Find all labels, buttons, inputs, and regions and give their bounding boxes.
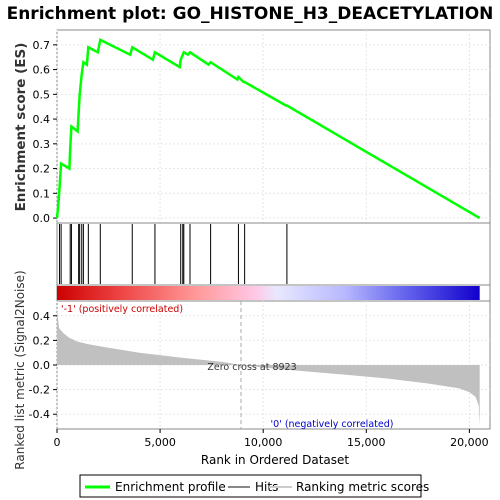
metric-x-ticks: 0 5,000 10,000 15,000 20,000 bbox=[54, 429, 489, 449]
metric-y-tick-label: 0.4 bbox=[33, 310, 51, 323]
hits-panel bbox=[57, 223, 490, 285]
x-axis-label: Rank in Ordered Dataset bbox=[201, 453, 349, 467]
metric-y-tick-label: -0.4 bbox=[29, 408, 50, 421]
x-tick-label: 20,000 bbox=[450, 436, 489, 449]
negative-correlation-label: '0' (negatively correlated) bbox=[271, 419, 394, 430]
legend: Enrichment profile Hits Ranking metric s… bbox=[80, 475, 429, 497]
enrichment-y-tick-label: 0.4 bbox=[33, 113, 51, 126]
positive-correlation-label: '-1' (positively correlated) bbox=[61, 304, 183, 315]
enrichment-y-tick-label: 0.7 bbox=[33, 39, 51, 52]
zero-cross-label: Zero cross at 8923 bbox=[207, 362, 296, 373]
x-tick-label: 15,000 bbox=[347, 436, 386, 449]
enrichment-y-tick-label: 0.2 bbox=[33, 163, 51, 176]
metric-y-tick-label: -0.2 bbox=[29, 384, 50, 397]
metric-y-tick-label: 0.2 bbox=[33, 334, 51, 347]
enrichment-y-tick-label: 0.5 bbox=[33, 88, 51, 101]
enrichment-y-tick-label: 0.1 bbox=[33, 187, 51, 200]
enrichment-y-axis-label: Enrichment score (ES) bbox=[13, 43, 29, 212]
enrichment-y-tick-label: 0.6 bbox=[33, 64, 51, 77]
metric-y-tick-label: 0.0 bbox=[33, 359, 51, 372]
enrichment-y-tick-label: 0.0 bbox=[33, 212, 51, 225]
enrichment-y-ticks: 0.0 0.1 0.2 0.3 0.4 0.5 0.6 0.7 bbox=[33, 39, 58, 225]
x-tick-label: 5,000 bbox=[144, 436, 176, 449]
enrichment-plot-area bbox=[57, 30, 490, 223]
legend-enrichment-label: Enrichment profile bbox=[115, 480, 226, 494]
x-tick-label: 10,000 bbox=[244, 436, 283, 449]
x-tick-label: 0 bbox=[54, 436, 61, 449]
chart-title: Enrichment plot: GO_HISTONE_H3_DEACETYLA… bbox=[7, 4, 494, 24]
rank-color-bar bbox=[57, 285, 490, 301]
legend-metric-label: Ranking metric scores bbox=[296, 480, 429, 494]
hits-plot-area bbox=[57, 223, 490, 285]
metric-y-axis-label: Ranked list metric (Signal2Noise) bbox=[13, 270, 27, 469]
color-bar-gradient bbox=[57, 286, 480, 300]
enrichment-panel: 0.0 0.1 0.2 0.3 0.4 0.5 0.6 0.7 Enrichment scor… bbox=[13, 30, 490, 225]
enrichment-y-tick-label: 0.3 bbox=[33, 138, 51, 151]
metric-y-ticks: 0.4 0.2 0.0 -0.2 -0.4 bbox=[29, 310, 57, 421]
